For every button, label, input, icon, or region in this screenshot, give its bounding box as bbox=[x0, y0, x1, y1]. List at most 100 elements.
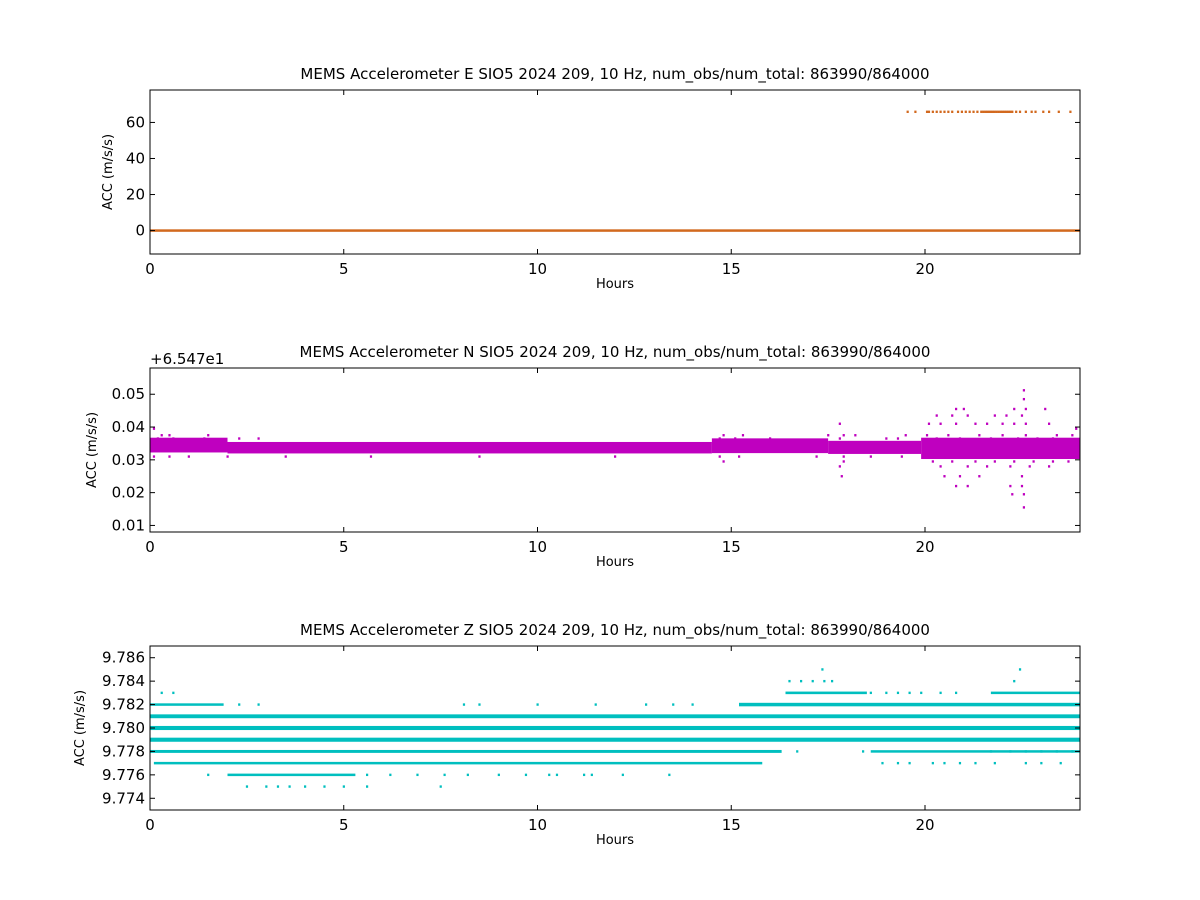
data-point bbox=[478, 455, 481, 458]
data-point bbox=[1024, 407, 1027, 411]
data-point bbox=[964, 110, 967, 114]
data-point bbox=[1069, 110, 1072, 114]
data-point bbox=[984, 110, 987, 114]
data-point bbox=[1011, 493, 1014, 496]
data-point bbox=[1057, 110, 1060, 114]
data-point bbox=[369, 455, 373, 458]
x-tick-label: 15 bbox=[722, 816, 741, 834]
data-point bbox=[257, 703, 260, 706]
x-tick-label: 20 bbox=[915, 260, 934, 278]
data-point bbox=[1009, 465, 1012, 468]
chart-panel-east: MEMS Accelerometer E SIO5 2024 209, 10 H… bbox=[101, 65, 1081, 292]
data-point bbox=[207, 434, 210, 437]
y-tick-label: 20 bbox=[126, 186, 145, 204]
data-point bbox=[389, 773, 392, 777]
data-point bbox=[1022, 493, 1026, 496]
data-point bbox=[986, 422, 989, 425]
data-point bbox=[925, 110, 929, 114]
x-tick-label: 5 bbox=[339, 538, 349, 556]
data-point bbox=[1017, 437, 1020, 440]
data-point bbox=[968, 110, 971, 114]
data-point bbox=[955, 691, 958, 695]
data-point bbox=[160, 691, 163, 695]
data-point bbox=[738, 455, 741, 458]
data-band bbox=[150, 749, 782, 753]
data-point bbox=[939, 691, 942, 695]
data-point bbox=[555, 773, 559, 777]
data-point bbox=[1059, 455, 1062, 458]
data-point bbox=[1018, 110, 1022, 114]
data-point bbox=[1020, 475, 1024, 478]
data-point bbox=[203, 437, 206, 440]
data-point bbox=[831, 679, 834, 683]
data-point bbox=[997, 110, 1000, 114]
data-point bbox=[462, 703, 466, 706]
data-point bbox=[955, 407, 958, 411]
y-tick-label: 0.03 bbox=[112, 451, 145, 469]
data-point bbox=[590, 773, 593, 777]
data-point bbox=[1040, 455, 1043, 458]
data-point bbox=[821, 668, 824, 671]
data-point bbox=[885, 437, 888, 440]
data-point bbox=[722, 434, 725, 437]
data-point bbox=[366, 785, 369, 788]
data-point bbox=[366, 773, 369, 777]
chart-title: MEMS Accelerometer E SIO5 2024 209, 10 H… bbox=[300, 65, 929, 84]
data-band bbox=[870, 750, 1080, 753]
data-point bbox=[1042, 110, 1045, 114]
y-tick-label: 9.774 bbox=[102, 789, 145, 807]
data-point bbox=[645, 703, 648, 706]
data-point bbox=[991, 110, 995, 114]
data-point bbox=[955, 422, 958, 425]
data-point bbox=[1007, 110, 1010, 114]
data-point bbox=[1011, 110, 1014, 114]
data-point bbox=[668, 773, 671, 777]
data-point bbox=[1028, 465, 1031, 468]
data-point bbox=[1022, 389, 1026, 392]
data-point bbox=[722, 460, 725, 463]
data-point bbox=[896, 761, 900, 765]
data-point bbox=[908, 691, 911, 695]
y-tick-label: 0 bbox=[135, 222, 145, 240]
data-point bbox=[1051, 460, 1055, 463]
data-point bbox=[226, 455, 229, 458]
x-tick-label: 10 bbox=[528, 816, 547, 834]
y-axis-label: ACC (m/s/s) bbox=[85, 412, 100, 488]
data-point bbox=[1051, 437, 1055, 440]
y-axis-label: ACC (m/s/s) bbox=[101, 134, 116, 210]
data-point bbox=[160, 434, 163, 437]
data-point bbox=[1024, 750, 1027, 753]
x-tick-label: 0 bbox=[145, 816, 155, 834]
data-point bbox=[896, 437, 900, 440]
data-point bbox=[1034, 110, 1037, 114]
data-point bbox=[939, 110, 942, 114]
axes-frame bbox=[149, 367, 1081, 533]
data-point bbox=[935, 414, 938, 417]
data-point bbox=[958, 475, 962, 478]
data-point bbox=[956, 110, 960, 114]
data-band bbox=[150, 229, 1080, 232]
y-tick-label: 60 bbox=[126, 113, 145, 131]
data-point bbox=[1032, 460, 1035, 463]
data-point bbox=[989, 110, 993, 114]
data-point bbox=[187, 455, 190, 458]
data-point bbox=[1020, 484, 1024, 488]
data-point bbox=[741, 434, 745, 437]
chart-panel-north: MEMS Accelerometer N SIO5 2024 209, 10 H… bbox=[85, 343, 1081, 570]
data-point bbox=[842, 455, 845, 458]
data-point bbox=[1015, 110, 1018, 114]
y-tick-label: 0.05 bbox=[112, 385, 145, 403]
data-point bbox=[982, 455, 985, 458]
data-point bbox=[974, 422, 977, 425]
data-point bbox=[238, 703, 241, 706]
data-point bbox=[1001, 434, 1004, 437]
data-point bbox=[734, 437, 737, 440]
data-point bbox=[815, 455, 818, 458]
data-point bbox=[931, 761, 934, 765]
x-axis-label: Hours bbox=[596, 277, 634, 292]
data-point bbox=[927, 422, 931, 425]
data-point bbox=[978, 475, 981, 478]
data-band bbox=[828, 440, 922, 454]
data-point bbox=[265, 785, 268, 788]
